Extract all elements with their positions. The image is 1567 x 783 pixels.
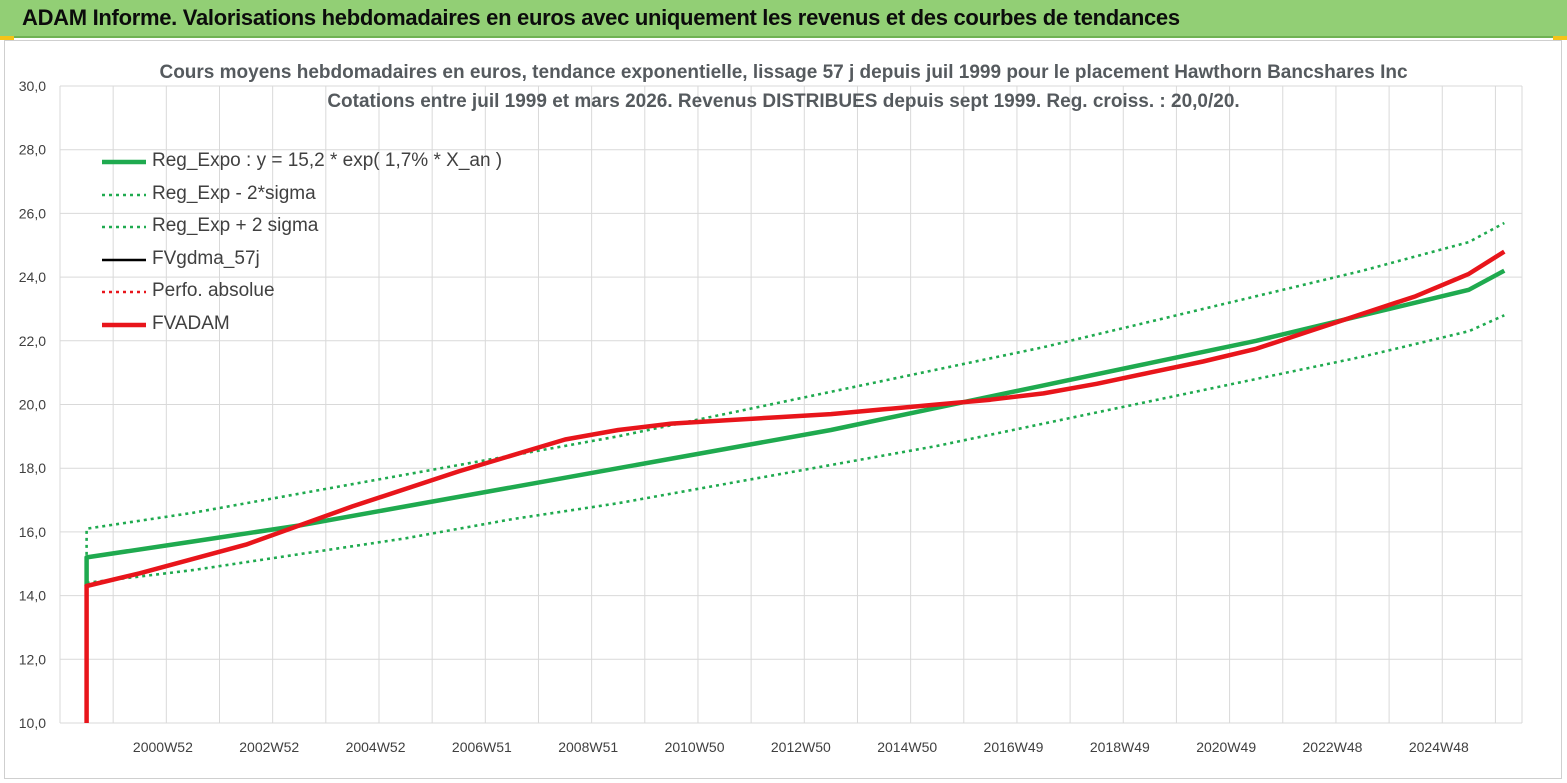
x-tick-label: 2004W52 [346, 739, 406, 755]
x-tick-label: 2006W51 [452, 739, 512, 755]
series-line-0 [84, 268, 1506, 586]
x-tick-label: 2010W50 [665, 739, 725, 755]
y-tick-label: 10,0 [19, 715, 46, 731]
y-tick-label: 18,0 [19, 460, 46, 476]
report-title: ADAM Informe. Valorisations hebdomadaire… [22, 5, 1180, 30]
y-tick-label: 22,0 [19, 333, 46, 349]
y-tick-label: 30,0 [19, 78, 46, 94]
y-tick-label: 16,0 [19, 524, 46, 540]
series-line-2 [85, 221, 1505, 583]
legend-swatch [102, 322, 146, 327]
series-line-1 [86, 314, 1505, 585]
corner-mark-right [1553, 36, 1567, 40]
x-axis: 2000W52 2002W52 2004W52 2006W51 2008W51 2010W… [133, 739, 1469, 755]
legend-label: Perfo. absolue [152, 280, 275, 301]
y-tick-label: 12,0 [19, 651, 46, 667]
legend-swatch [102, 159, 146, 165]
legend-label: Reg_Expo : y = 15,2 * exp( 1,7% * X_an ) [152, 150, 503, 171]
grid [59, 85, 1523, 724]
y-tick-label: 14,0 [19, 588, 46, 604]
series-group [84, 221, 1506, 723]
legend-swatch [102, 258, 146, 261]
x-tick-label: 2024W48 [1409, 739, 1469, 755]
chart-title: Cours moyens hebdomadaires en euros, ten… [159, 62, 1408, 83]
chart-area [4, 40, 1562, 779]
x-tick-label: 2000W52 [133, 739, 193, 755]
legend-swatch [102, 193, 146, 196]
chart-subtitle: Cotations entre juil 1999 et mars 2026. … [327, 91, 1240, 112]
report-banner: ADAM Informe. Valorisations hebdomadaire… [0, 0, 1567, 38]
y-tick-label: 28,0 [19, 142, 46, 158]
x-tick-label: 2008W51 [558, 739, 618, 755]
x-tick-label: 2018W49 [1090, 739, 1150, 755]
legend-label: Reg_Exp + 2 sigma [152, 215, 319, 236]
y-tick-label: 20,0 [19, 397, 46, 413]
corner-mark-left [0, 36, 14, 40]
legend-swatch [102, 290, 146, 294]
x-tick-label: 2002W52 [239, 739, 299, 755]
legend-label: FVgdma_57j [152, 247, 260, 269]
y-tick-label: 24,0 [19, 269, 46, 285]
x-tick-label: 2022W48 [1303, 739, 1363, 755]
legend-label: FVADAM [152, 312, 230, 334]
x-tick-label: 2016W49 [984, 739, 1044, 755]
series-line-5 [84, 249, 1506, 723]
x-tick-label: 2012W50 [771, 739, 831, 755]
legend-label: Reg_Exp - 2*sigma [152, 182, 316, 204]
y-axis: 10,0 12,0 14,0 16,0 18,0 20,0 22,0 24,0 26,0 28,0… [19, 78, 46, 731]
legend-swatch [102, 225, 146, 229]
y-tick-label: 26,0 [19, 205, 46, 221]
x-tick-label: 2014W50 [877, 739, 937, 755]
x-tick-label: 2020W49 [1196, 739, 1256, 755]
